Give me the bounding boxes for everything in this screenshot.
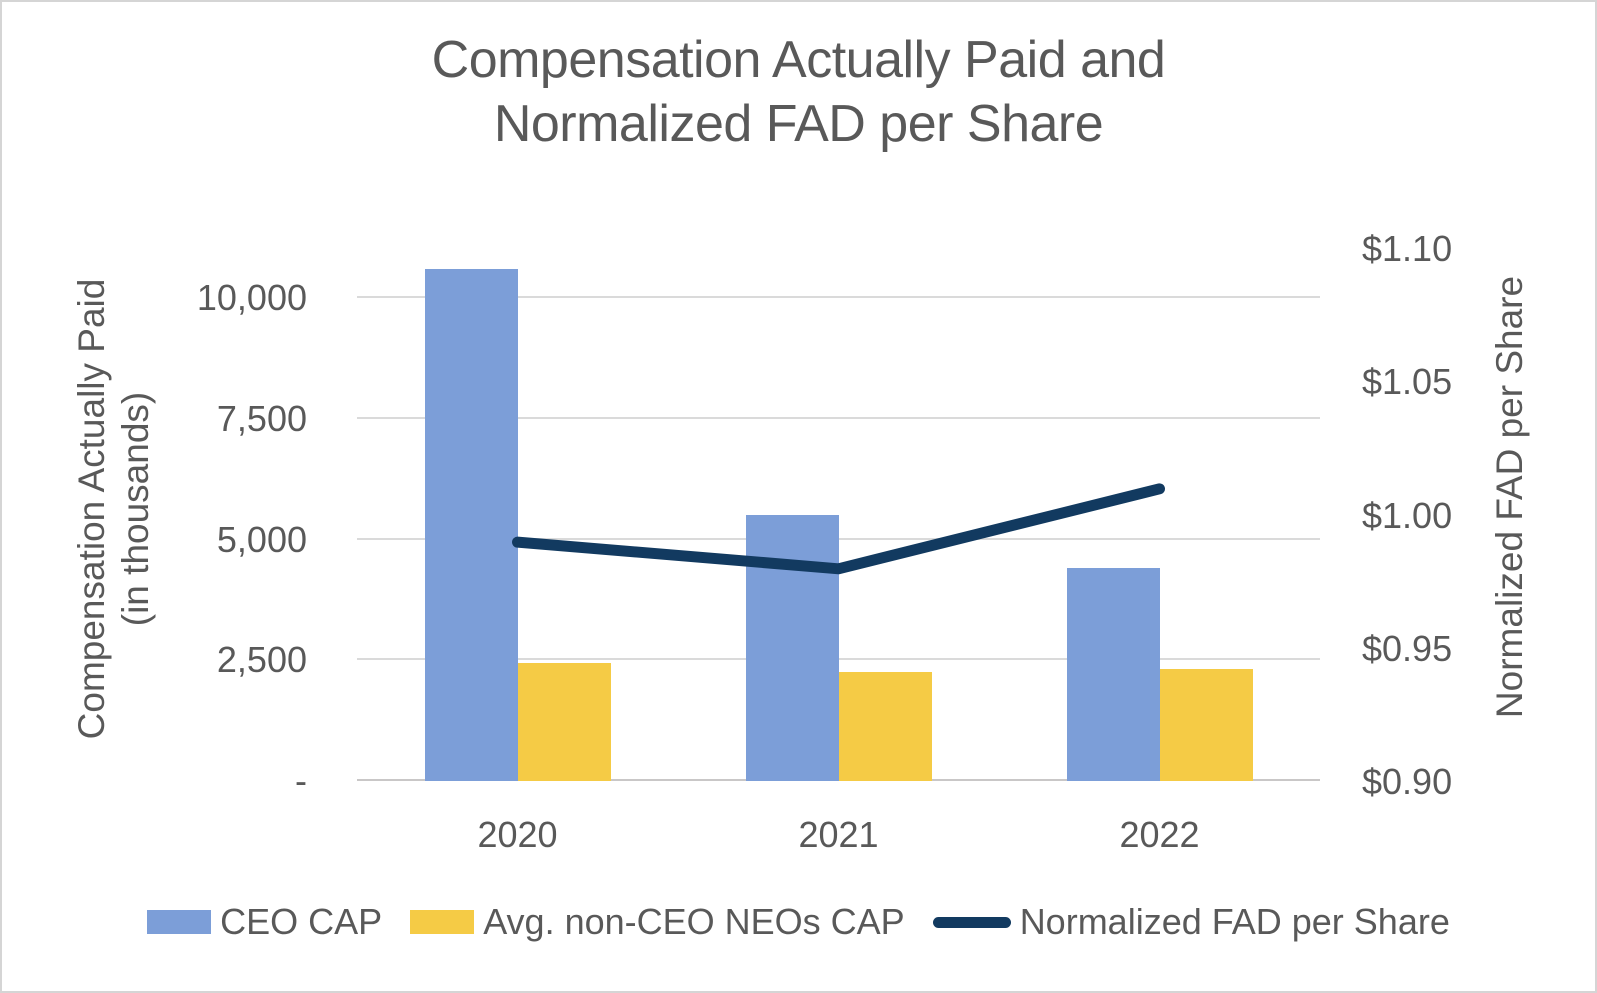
left-axis-tick-label: 7,500 — [216, 397, 307, 439]
gridline — [357, 658, 1320, 661]
right-axis-tick-label: $1.10 — [1362, 228, 1453, 269]
left-axis-tick-label: 5,000 — [216, 518, 307, 560]
legend-swatch-normalized-fad-per-share — [932, 916, 1011, 928]
legend-label-avg-non-ceo-neos-cap: Avg. non-CEO NEOs CAP — [483, 901, 905, 942]
legend-label-normalized-fad-per-share: Normalized FAD per Share — [1019, 901, 1450, 942]
gridline — [357, 537, 1320, 540]
right-axis-tick-label: $1.05 — [1362, 361, 1453, 403]
bar-avg-non-ceo-neos-cap-2021 — [838, 672, 932, 781]
x-axis-label-2020: 2020 — [477, 814, 558, 855]
chart-title: Compensation Actually Paid and Normalize… — [2, 28, 1595, 156]
plot-area — [357, 232, 1320, 781]
legend: CEO CAP Avg. non-CEO NEOs CAP Normalized F… — [2, 901, 1595, 943]
chart-title-line2: Normalized FAD per Share — [493, 95, 1104, 153]
right-axis-tick-label: $1.00 — [1362, 494, 1453, 536]
bar-ceo-cap-2020 — [424, 269, 518, 781]
bar-ceo-cap-2022 — [1066, 568, 1160, 781]
legend-swatch-ceo-cap — [147, 910, 212, 934]
legend-item-normalized-fad-per-share: Normalized FAD per Share — [932, 901, 1450, 943]
bar-avg-non-ceo-neos-cap-2020 — [517, 662, 611, 781]
legend-item-ceo-cap: CEO CAP — [147, 901, 382, 943]
normalized-fad-per-share-line — [512, 483, 1165, 575]
left-axis-tick-label: - — [295, 760, 307, 801]
right-axis-title-text: Normalized FAD per Share — [1489, 275, 1530, 719]
right-axis-tick-label: $0.95 — [1362, 627, 1453, 669]
gridline — [357, 416, 1320, 419]
bar-avg-non-ceo-neos-cap-2022 — [1159, 668, 1253, 781]
x-axis-label-2022: 2022 — [1119, 814, 1200, 855]
legend-label-ceo-cap: CEO CAP — [220, 901, 383, 942]
left-axis-tick-label: 2,500 — [216, 639, 307, 681]
normalized-fad-per-share-polyline — [512, 483, 1165, 575]
right-axis-tick-label: $0.90 — [1362, 761, 1453, 802]
left-axis-tick-label: 10,000 — [196, 277, 307, 318]
legend-swatch-avg-non-ceo-neos-cap — [410, 910, 475, 934]
legend-item-avg-non-ceo-neos-cap: Avg. non-CEO NEOs CAP — [410, 901, 905, 943]
x-axis-label-2021: 2021 — [798, 814, 879, 855]
gridline — [357, 296, 1320, 298]
left-axis-title-line1: Compensation Actually Paid — [71, 278, 112, 740]
chart-title-line1: Compensation Actually Paid and — [431, 31, 1166, 89]
